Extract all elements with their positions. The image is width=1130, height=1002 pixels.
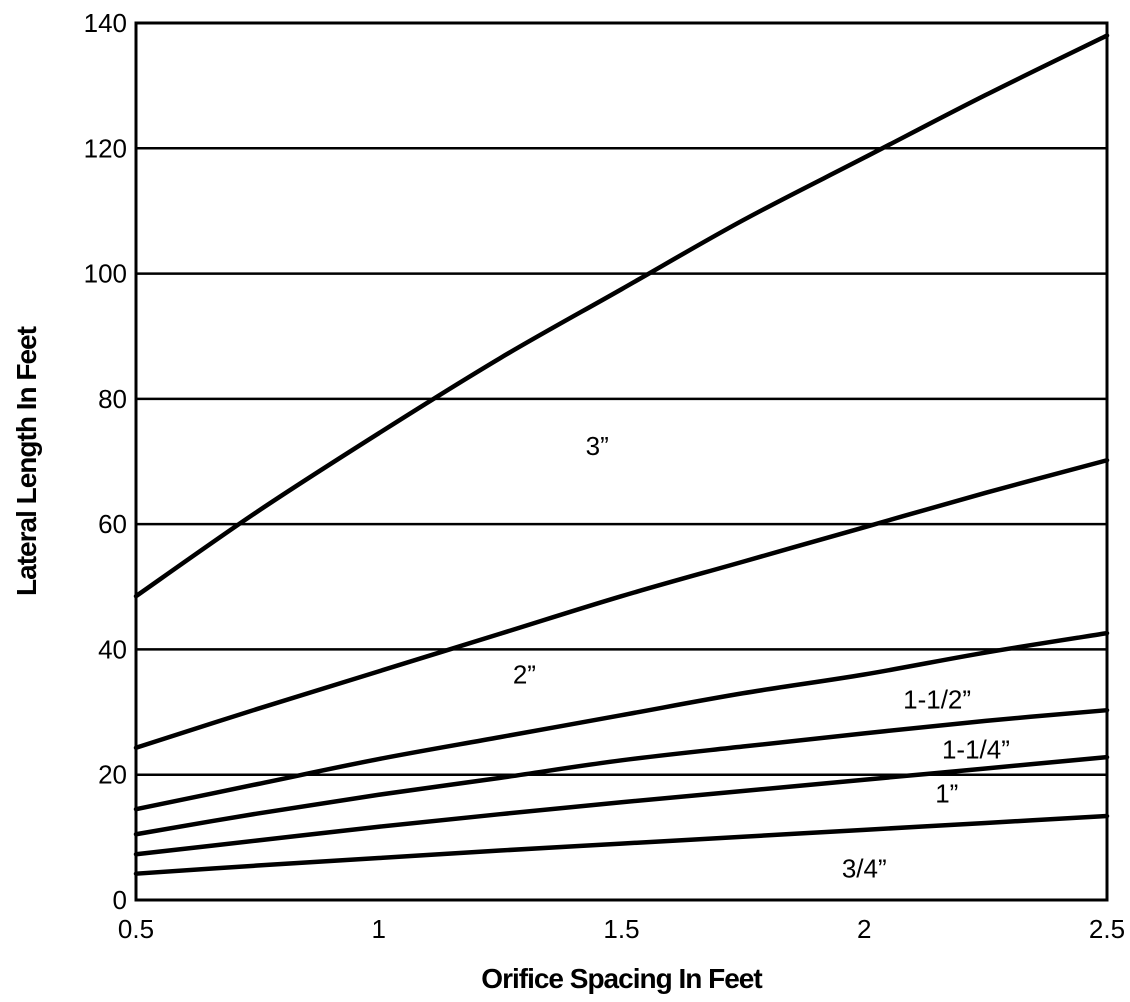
series-line-0 xyxy=(133,33,1110,599)
x-axis-title: Orifice Spacing In Feet xyxy=(481,963,762,994)
series-label-0: 3” xyxy=(586,431,609,461)
x-tick-label: 1.5 xyxy=(603,914,639,944)
x-tick-label: 0.5 xyxy=(118,914,154,944)
plot-area-frame xyxy=(134,21,1109,902)
series-line-2 xyxy=(133,630,1110,812)
y-tick-label: 40 xyxy=(98,634,127,664)
x-tick-label: 2.5 xyxy=(1089,914,1125,944)
y-tick-label: 0 xyxy=(113,885,127,915)
x-tick-label: 2 xyxy=(857,914,871,944)
series-label-1: 2” xyxy=(513,659,536,689)
series-label-3: 1-1/4” xyxy=(942,735,1010,765)
y-tick-label: 80 xyxy=(98,384,127,414)
y-tick-label: 120 xyxy=(84,133,127,163)
y-axis-ticks: 0 20 40 60 80 100 120 140 xyxy=(84,8,127,915)
series-line-3 xyxy=(133,707,1110,837)
series-lines xyxy=(133,33,1110,876)
x-axis-ticks: 0.5 1 1.5 2 2.5 xyxy=(118,914,1125,944)
y-tick-label: 140 xyxy=(84,8,127,38)
y-tick-label: 60 xyxy=(98,509,127,539)
y-axis-title: Lateral Length In Feet xyxy=(11,326,42,596)
x-tick-label: 1 xyxy=(372,914,386,944)
series-label-5: 3/4” xyxy=(842,854,887,884)
series-label-2: 1-1/2” xyxy=(903,685,971,715)
y-tick-label: 20 xyxy=(98,760,127,790)
series-label-4: 1” xyxy=(935,779,958,809)
series-labels: 3” 2” 1-1/2” 1-1/4” 1” 3/4” xyxy=(513,431,1010,884)
series-line-1 xyxy=(133,457,1110,751)
y-tick-label: 100 xyxy=(84,259,127,289)
series-line-4 xyxy=(133,754,1110,857)
series-line-5 xyxy=(133,813,1110,876)
